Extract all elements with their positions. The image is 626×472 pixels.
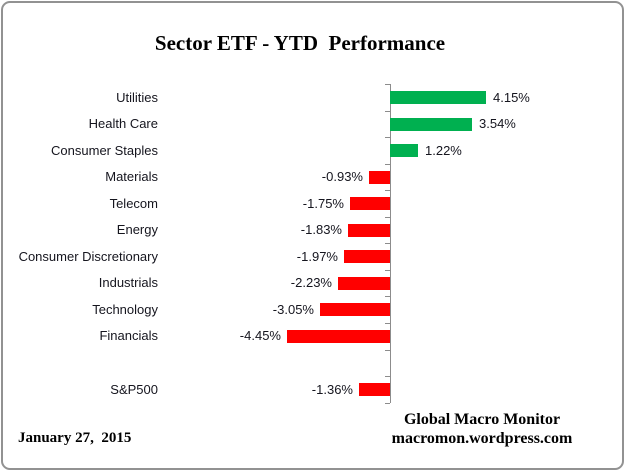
bar <box>369 171 390 184</box>
axis-tick <box>385 111 390 112</box>
axis-tick <box>385 190 390 191</box>
bar <box>320 303 390 316</box>
axis-tick <box>385 323 390 324</box>
category-label: Consumer Discretionary <box>18 249 158 264</box>
category-label: Financials <box>99 328 158 343</box>
axis-tick <box>385 296 390 297</box>
axis-tick <box>385 350 390 351</box>
value-label: -3.05% <box>272 302 314 317</box>
value-label: -4.45% <box>239 328 281 343</box>
category-label: Materials <box>105 169 158 184</box>
bar <box>390 144 418 157</box>
bar <box>338 277 390 290</box>
value-label: -1.83% <box>300 222 342 237</box>
bar <box>390 118 472 131</box>
chart-date: January 27, 2015 <box>18 430 132 446</box>
category-label: Energy <box>116 222 158 237</box>
bar <box>390 91 486 104</box>
bar <box>348 224 390 237</box>
value-label: 1.22% <box>425 143 462 158</box>
brand-block: Global Macro Monitor macromon.wordpress.… <box>372 410 592 448</box>
brand-url: macromon.wordpress.com <box>391 430 573 447</box>
bar <box>350 197 390 210</box>
category-label: Technology <box>92 302 158 317</box>
value-label: -1.36% <box>311 382 353 397</box>
value-label: -0.93% <box>321 169 363 184</box>
bar <box>359 383 390 396</box>
bar <box>344 250 390 263</box>
axis-tick <box>385 217 390 218</box>
value-label: 4.15% <box>493 90 530 105</box>
category-label: Utilities <box>116 90 158 105</box>
axis-tick <box>385 137 390 138</box>
value-label: -1.75% <box>302 196 344 211</box>
axis-tick <box>385 403 390 404</box>
value-axis-line <box>390 84 391 403</box>
bar <box>287 330 390 343</box>
brand-name: Global Macro Monitor <box>403 411 561 428</box>
category-label: Consumer Staples <box>51 143 158 158</box>
value-label: -2.23% <box>290 275 332 290</box>
value-label: -1.97% <box>296 249 338 264</box>
chart-title: Sector ETF - YTD Performance <box>154 31 446 55</box>
category-label: Industrials <box>98 275 158 290</box>
axis-tick <box>385 376 390 377</box>
axis-tick <box>385 243 390 244</box>
axis-tick <box>385 84 390 85</box>
category-label: Telecom <box>109 196 158 211</box>
axis-tick <box>385 164 390 165</box>
category-label: Health Care <box>88 116 158 131</box>
category-label: S&P500 <box>110 382 158 397</box>
value-label: 3.54% <box>479 116 516 131</box>
axis-tick <box>385 270 390 271</box>
